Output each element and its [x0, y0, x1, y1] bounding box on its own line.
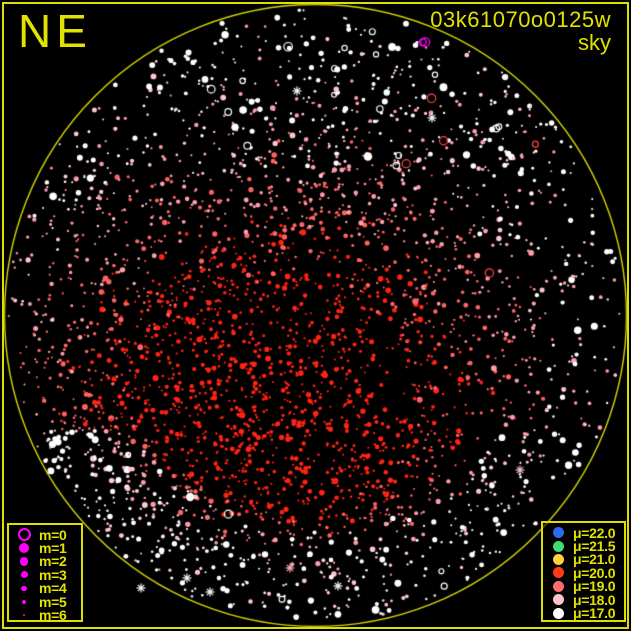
legend-row: μ=20.0 — [550, 564, 624, 581]
legend-label: μ=21.5 — [573, 538, 616, 555]
legend-row: m=6 — [16, 607, 81, 624]
legend-row: μ=17.0 — [550, 605, 624, 622]
m0-ring-icon — [17, 528, 31, 542]
m6-dot-icon — [22, 613, 26, 617]
legend-row: μ=21.0 — [550, 551, 624, 568]
legend-row: m=1 — [16, 540, 81, 557]
legend-label: m=0 — [39, 526, 67, 543]
plot-subtitle: sky — [578, 30, 611, 55]
legend-label: m=4 — [39, 580, 67, 597]
mu22-dot-icon — [552, 527, 564, 539]
legend-row: m=0 — [16, 526, 81, 543]
m5-dot-icon — [22, 599, 26, 604]
mu21-dot-icon — [552, 553, 564, 565]
mu20-dot-icon — [552, 567, 564, 579]
legend-label: m=6 — [39, 607, 67, 624]
legend-row: μ=21.5 — [550, 538, 624, 555]
legend-row: m=5 — [16, 593, 81, 610]
m1-dot-icon — [19, 543, 29, 554]
mu21-5-dot-icon — [552, 540, 564, 552]
marker-size-legend: m=0 m=1 m=2 m=3 m=4 m=5 m=6 — [7, 523, 83, 624]
legend-label: μ=20.0 — [573, 564, 616, 581]
legend-row: μ=18.0 — [550, 591, 624, 608]
plot-title: 03k61070o0125w — [430, 7, 611, 32]
mu18-dot-icon — [552, 594, 564, 606]
m3-dot-icon — [20, 571, 28, 579]
mu17-dot-icon — [552, 607, 564, 619]
legend-label: μ=21.0 — [573, 551, 616, 568]
m2-dot-icon — [19, 557, 29, 566]
legend-label: μ=22.0 — [573, 524, 616, 541]
legend-row: μ=22.0 — [550, 524, 624, 541]
legend-row: m=4 — [16, 580, 81, 597]
legend-label: m=3 — [39, 566, 67, 583]
orientation-label: NE — [18, 5, 92, 57]
brightness-color-legend: μ=22.0 μ=21.5 μ=21.0 μ=20.0 μ=19.0 μ=18.… — [541, 521, 626, 622]
legend-label: μ=18.0 — [573, 591, 616, 608]
legend-label: m=2 — [39, 553, 67, 570]
m4-dot-icon — [21, 585, 27, 591]
legend-row: μ=19.0 — [550, 578, 624, 595]
legend-label: μ=17.0 — [573, 605, 616, 622]
legend-label: m=5 — [39, 593, 67, 610]
legend-label: m=1 — [39, 540, 67, 557]
legend-label: μ=19.0 — [573, 578, 616, 595]
legend-row: m=2 — [16, 553, 81, 570]
mu19-dot-icon — [552, 580, 564, 592]
legend-row: m=3 — [16, 566, 81, 583]
